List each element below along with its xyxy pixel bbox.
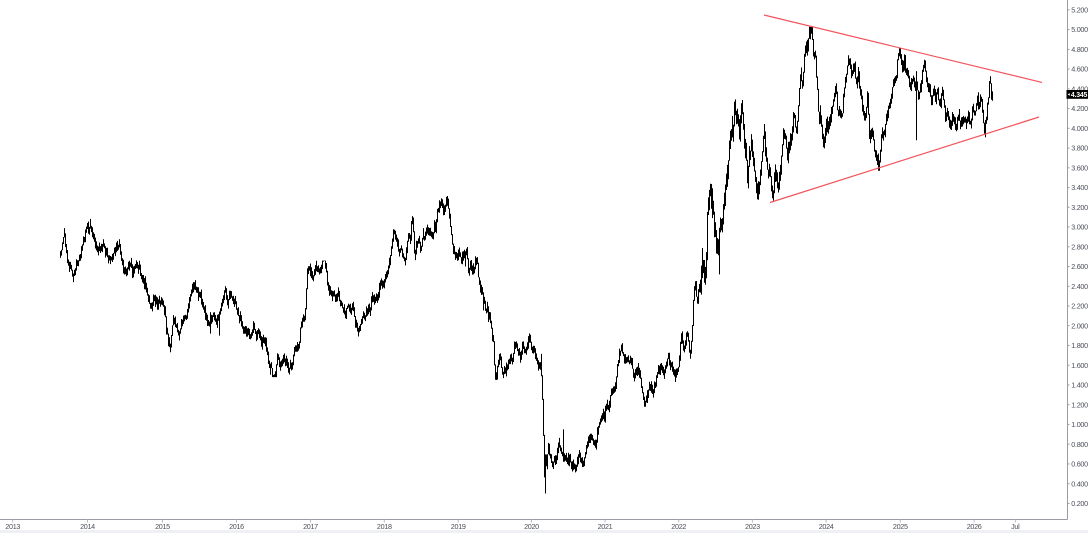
svg-text:Jul: Jul bbox=[1011, 522, 1020, 531]
svg-text:2021: 2021 bbox=[598, 522, 613, 531]
svg-text:2025: 2025 bbox=[893, 522, 908, 531]
svg-text:3.400: 3.400 bbox=[1071, 183, 1088, 192]
svg-text:2014: 2014 bbox=[80, 522, 95, 531]
svg-text:2015: 2015 bbox=[155, 522, 170, 531]
svg-text:4.600: 4.600 bbox=[1071, 65, 1088, 74]
svg-text:3.800: 3.800 bbox=[1071, 144, 1088, 153]
svg-text:0.200: 0.200 bbox=[1071, 499, 1088, 508]
svg-text:2019: 2019 bbox=[451, 522, 466, 531]
svg-text:2.200: 2.200 bbox=[1071, 302, 1088, 311]
svg-text:1.800: 1.800 bbox=[1071, 341, 1088, 350]
svg-text:2.000: 2.000 bbox=[1071, 321, 1088, 330]
svg-text:3.200: 3.200 bbox=[1071, 203, 1088, 212]
svg-text:2016: 2016 bbox=[229, 522, 244, 531]
svg-text:2017: 2017 bbox=[303, 522, 318, 531]
svg-text:0.800: 0.800 bbox=[1071, 440, 1088, 449]
svg-text:2.800: 2.800 bbox=[1071, 242, 1088, 251]
svg-text:2022: 2022 bbox=[671, 522, 686, 531]
svg-text:2013: 2013 bbox=[5, 522, 20, 531]
svg-text:5.200: 5.200 bbox=[1071, 6, 1088, 15]
svg-text:4.800: 4.800 bbox=[1071, 45, 1088, 54]
svg-text:2.400: 2.400 bbox=[1071, 282, 1088, 291]
svg-text:1.200: 1.200 bbox=[1071, 400, 1088, 409]
svg-text:2018: 2018 bbox=[377, 522, 392, 531]
svg-text:4.200: 4.200 bbox=[1071, 104, 1088, 113]
svg-text:0.400: 0.400 bbox=[1071, 479, 1088, 488]
svg-text:2023: 2023 bbox=[745, 522, 760, 531]
svg-text:3.600: 3.600 bbox=[1071, 163, 1088, 172]
svg-text:1.600: 1.600 bbox=[1071, 361, 1088, 370]
svg-text:1.000: 1.000 bbox=[1071, 420, 1088, 429]
svg-text:0.600: 0.600 bbox=[1071, 460, 1088, 469]
svg-text:2020: 2020 bbox=[524, 522, 539, 531]
svg-text:4.000: 4.000 bbox=[1071, 124, 1088, 133]
svg-text:2.600: 2.600 bbox=[1071, 262, 1088, 271]
svg-text:2026: 2026 bbox=[967, 522, 982, 531]
svg-text:4.345: 4.345 bbox=[1071, 92, 1088, 99]
svg-text:5.000: 5.000 bbox=[1071, 25, 1088, 34]
svg-text:3.000: 3.000 bbox=[1071, 223, 1088, 232]
svg-text:1.400: 1.400 bbox=[1071, 381, 1088, 390]
svg-text:2024: 2024 bbox=[819, 522, 834, 531]
